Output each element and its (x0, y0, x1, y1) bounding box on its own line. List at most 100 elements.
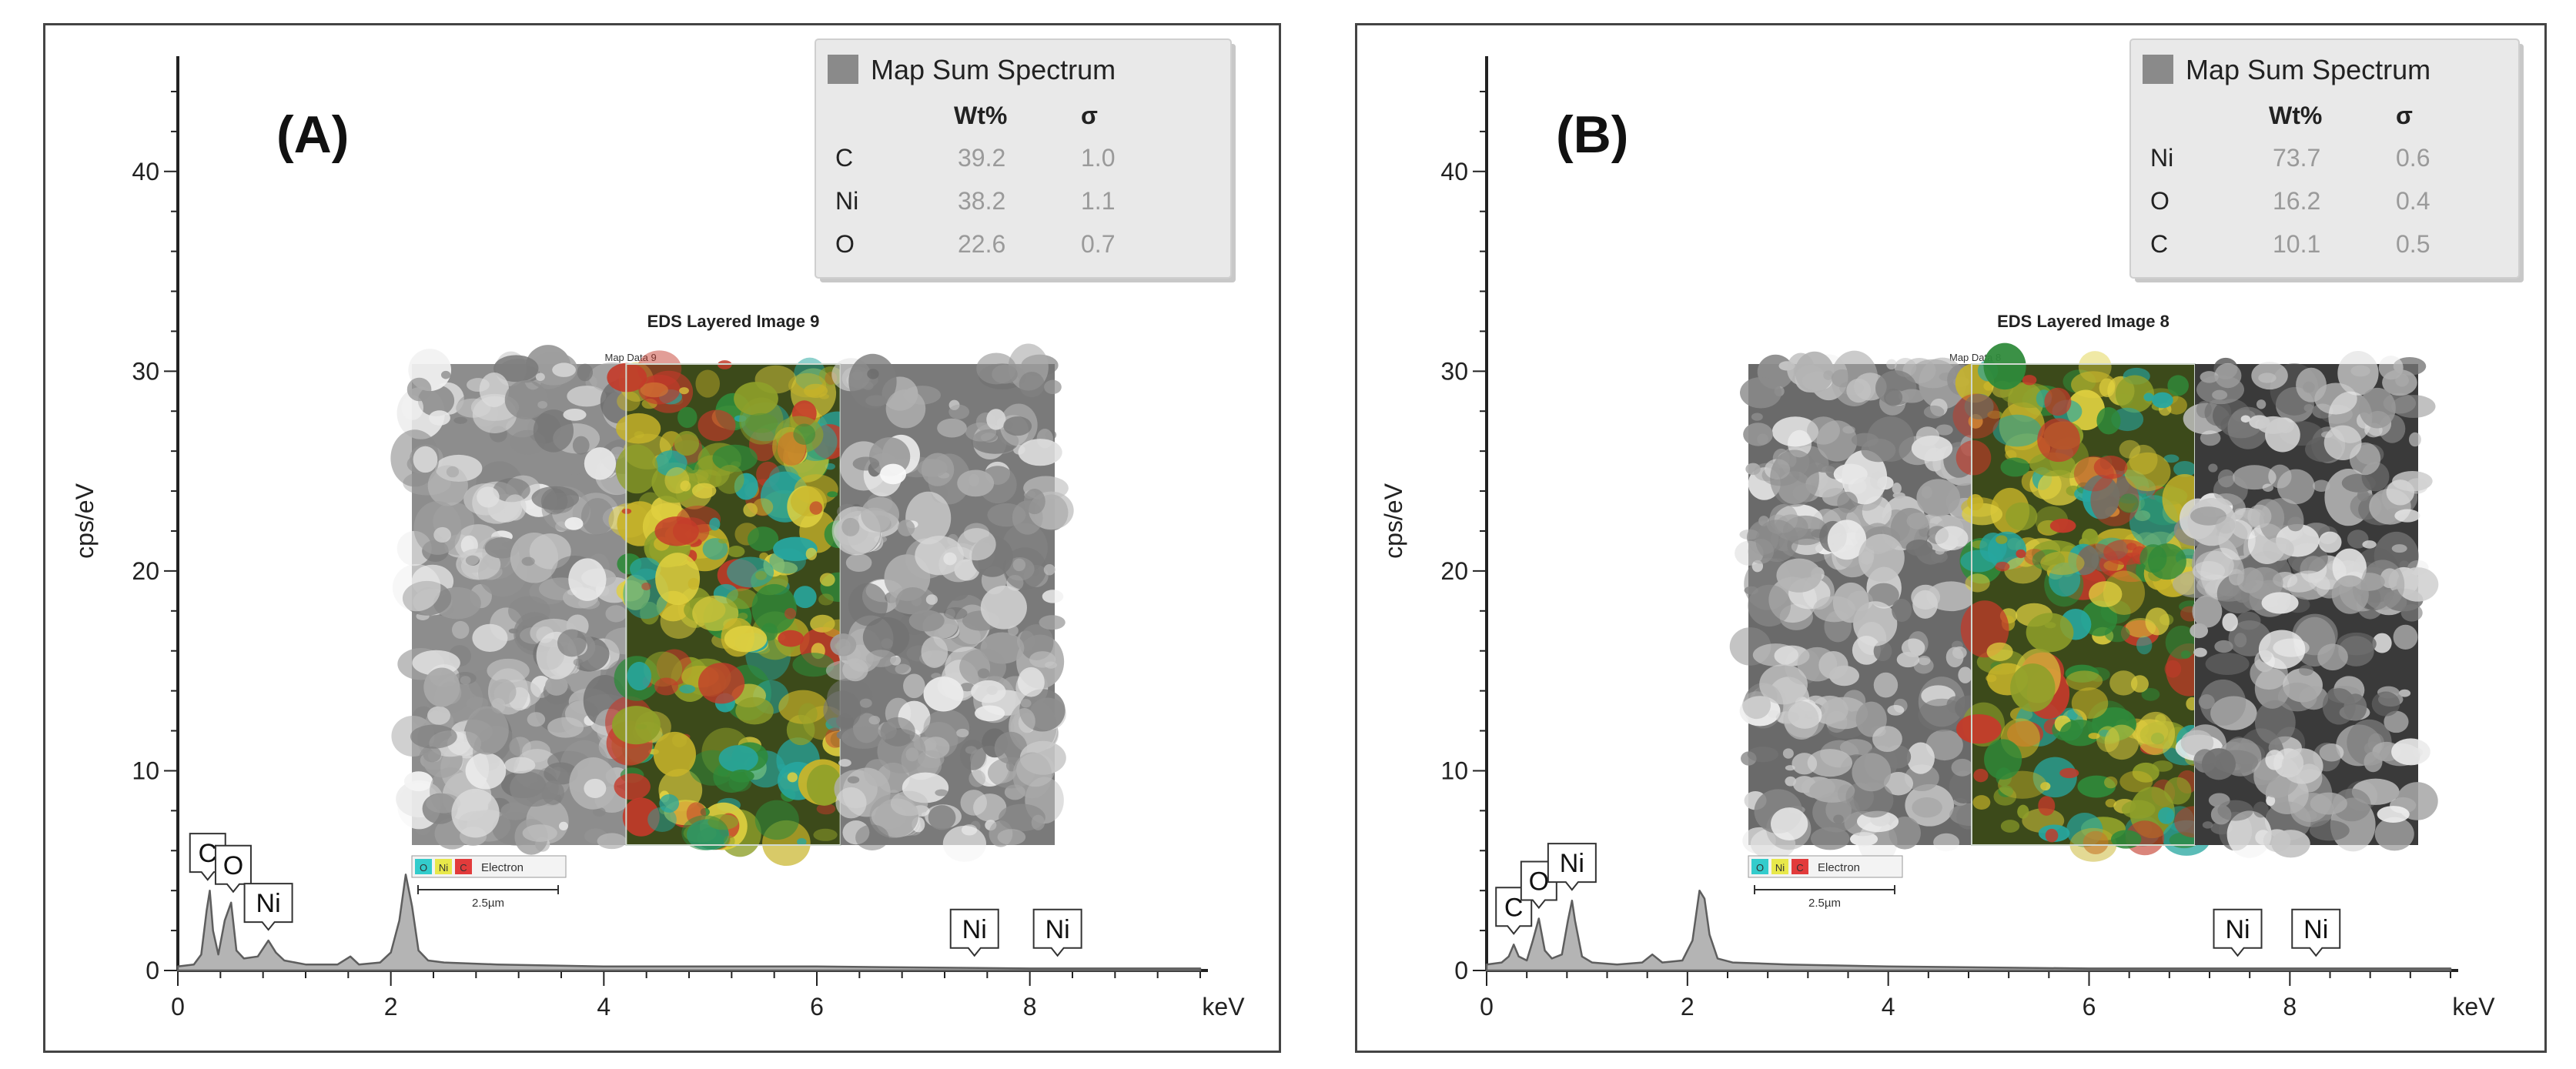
legend-sigma: 0.7 (1081, 230, 1115, 258)
x-tick-label: 6 (810, 993, 824, 1021)
y-tick-label: 10 (132, 757, 159, 784)
legend-sigma: 1.0 (1081, 144, 1115, 172)
x-axis-label: keV (1202, 993, 1245, 1021)
legend-wt: 10.1 (2273, 230, 2320, 258)
eds-key-O (1751, 859, 1768, 874)
eds-key-label: Ni (439, 862, 448, 874)
legend-title: Map Sum Spectrum (871, 54, 1116, 85)
x-tick-label: 0 (1480, 993, 1494, 1021)
peak-label-text: Ni (1560, 849, 1584, 878)
y-tick-label: 40 (132, 158, 159, 185)
legend-element: C (2150, 230, 2168, 258)
legend-title: Map Sum Spectrum (2186, 54, 2430, 85)
peak-label-ni: Ni (1032, 908, 1082, 957)
legend-header-sigma: σ (2396, 102, 2413, 129)
sem-left (1729, 350, 1993, 864)
sem-left (390, 345, 647, 855)
eds-key-extra: Electron (481, 861, 524, 874)
eds-key-label: O (1756, 862, 1764, 874)
legend-swatch (2143, 55, 2173, 84)
panel-label: (A) (276, 105, 349, 164)
spectrum-area (1485, 889, 2452, 972)
scale-bar-label: 2.5µm (472, 897, 504, 910)
eds-key-Ni (435, 859, 452, 874)
x-tick-label: 2 (1681, 993, 1694, 1021)
peak-label-text: Ni (2225, 915, 2250, 944)
y-tick-label: 30 (132, 357, 159, 385)
spectrum-area (176, 874, 1202, 972)
peak-label-text: Ni (962, 915, 987, 944)
panel-label: (B) (1556, 105, 1628, 164)
peak-label-ni: Ni (243, 883, 293, 931)
y-tick-label: 30 (1440, 357, 1468, 385)
eds-key-label: O (420, 862, 427, 874)
eds-key-O (415, 859, 432, 874)
legend-sigma: 0.5 (2396, 230, 2430, 258)
scale-bar-label: 2.5µm (1808, 897, 1841, 910)
peak-label-text: Ni (1045, 915, 1070, 944)
y-tick-label: 0 (146, 957, 159, 984)
peak-label-text: Ni (256, 889, 281, 918)
legend-header-wt: Wt% (2269, 102, 2322, 129)
peak-label-ni: Ni (2213, 908, 2263, 957)
legend-element: O (2150, 187, 2170, 215)
x-tick-label: 0 (171, 993, 185, 1021)
legend-wt: 22.6 (958, 230, 1005, 258)
eds-key-Ni (1771, 859, 1788, 874)
y-tick-label: 20 (1440, 557, 1468, 585)
eds-key-label: Ni (1775, 862, 1785, 874)
legend-element: Ni (2150, 144, 2173, 172)
y-tick-label: 40 (1440, 158, 1468, 185)
panel-a: EDS Layered Image 9 Map Data 9 O Ni C Electro… (43, 23, 1281, 1053)
x-tick-label: 2 (384, 993, 398, 1021)
legend-box: Map Sum Spectrum Wt% σ Ni 73.7 0.6 O 16.2 0.4 C 10… (2129, 38, 2524, 282)
peak-label-text: O (223, 851, 243, 880)
x-tick-label: 4 (1882, 993, 1895, 1021)
legend-sigma: 0.4 (2396, 187, 2430, 215)
legend-wt: 16.2 (2273, 187, 2320, 215)
peak-label-ni: Ni (2291, 908, 2341, 957)
y-axis-label: cps/eV (1380, 483, 1407, 558)
spectrum-chart-a: EDS Layered Image 9 Map Data 9 O Ni C Electro… (71, 38, 1245, 1021)
legend-element: Ni (835, 187, 858, 215)
panel-b: EDS Layered Image 8 Map Data 8 O Ni C Electro… (1355, 23, 2547, 1053)
peak-label-text: C (198, 839, 217, 868)
y-tick-label: 20 (132, 557, 159, 585)
legend-wt: 39.2 (958, 144, 1005, 172)
peak-label-text: C (1504, 893, 1524, 922)
peak-label-text: O (1529, 867, 1549, 897)
legend-element: O (835, 230, 855, 258)
legend-swatch (828, 55, 858, 84)
x-tick-label: 8 (1023, 993, 1037, 1021)
y-axis-label: cps/eV (71, 483, 99, 558)
legend-header-sigma: σ (1081, 102, 1098, 129)
legend-element: C (835, 144, 853, 172)
sem-right (823, 343, 1074, 862)
legend-wt: 38.2 (958, 187, 1005, 215)
eds-map-middle (605, 350, 859, 867)
x-tick-label: 8 (2283, 993, 2297, 1021)
peak-label-ni: Ni (1547, 843, 1597, 891)
eds-key-extra: Electron (1818, 861, 1860, 874)
eds-inset: EDS Layered Image 9 Map Data 9 O Ni C Electro… (390, 312, 1074, 910)
eds-inset-title: EDS Layered Image 9 (647, 312, 820, 331)
sem-right (2172, 351, 2439, 858)
eds-key-C (1791, 859, 1808, 874)
x-tick-label: 6 (2083, 993, 2096, 1021)
peak-label-o: O (214, 844, 252, 894)
eds-map-label: Map Data 9 (605, 352, 657, 363)
x-tick-label: 4 (597, 993, 611, 1021)
eds-key-label: C (1796, 862, 1803, 874)
legend-sigma: 1.1 (1081, 187, 1115, 215)
y-tick-label: 0 (1454, 957, 1468, 984)
peak-label-text: Ni (2303, 915, 2328, 944)
eds-inset-title: EDS Layered Image 8 (1997, 312, 2170, 331)
legend-box: Map Sum Spectrum Wt% σ C 39.2 1.0 Ni 38.2 1.1 O 22… (815, 38, 1236, 282)
eds-key-label: C (460, 862, 467, 874)
legend-wt: 73.7 (2273, 144, 2320, 172)
legend-sigma: 0.6 (2396, 144, 2430, 172)
eds-map-middle (1952, 342, 2214, 862)
peak-label-ni: Ni (949, 908, 999, 957)
